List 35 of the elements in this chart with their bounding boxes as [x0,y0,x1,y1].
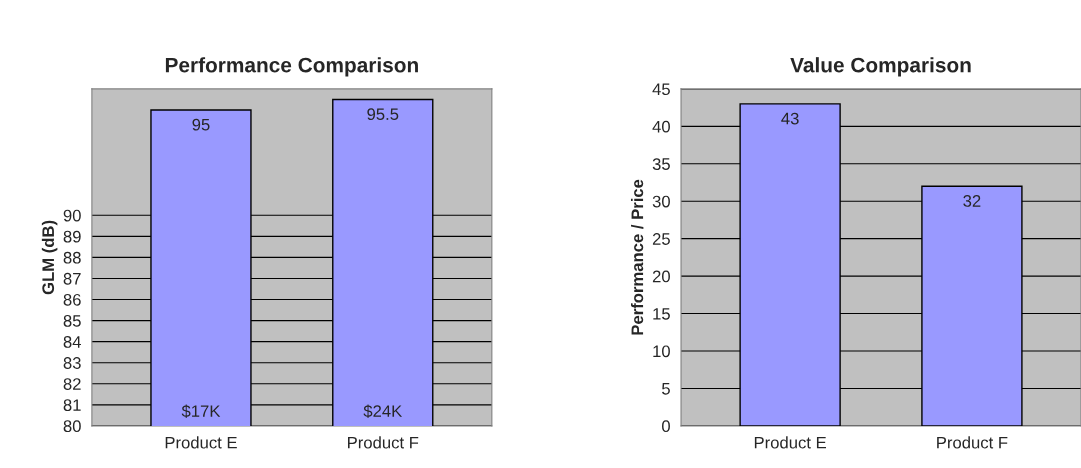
y-tick-label: 40 [652,120,670,133]
y-tick-label: 0 [662,420,670,433]
y-tick-label: 82 [63,378,81,390]
x-tick-label: Product F [348,436,419,449]
data-label: 95 [192,118,210,131]
y-axis-title: Performance / Price [630,179,644,335]
y-tick-label: 35 [652,158,670,170]
y-tick-label: 45 [652,83,670,96]
annotation: $24K [363,404,403,419]
y-tick-label: 25 [652,233,670,245]
y-tick-label: 88 [63,251,81,264]
x-tick-label: Product E [754,436,826,449]
y-tick-label: 5 [662,383,670,395]
data-label: 43 [781,112,799,125]
y-tick-label: 81 [63,399,81,412]
y-axis-title: GLM (dB) [41,220,58,295]
y-tick-label: 84 [63,336,81,348]
y-tick-label: 89 [63,230,81,243]
data-label: 95.5 [367,108,399,121]
y-tick-label: 86 [63,293,81,306]
annotation: $17K [181,404,221,419]
y-tick-label: 83 [63,357,81,369]
y-tick-label: 30 [652,195,670,208]
chart-title: Value Comparison [790,57,971,77]
y-tick-label: 10 [653,345,670,358]
y-tick-label: 90 [63,209,81,222]
x-tick-label: Product F [937,436,1008,449]
y-tick-label: 85 [63,314,81,327]
y-tick-label: 20 [652,270,670,283]
data-label: 32 [963,195,981,207]
chart-title: Performance Comparison [165,57,418,77]
y-tick-label: 87 [63,272,81,285]
x-tick-label: Product E [165,436,237,449]
y-tick-label: 80 [63,420,81,433]
y-tick-label: 15 [653,308,670,320]
